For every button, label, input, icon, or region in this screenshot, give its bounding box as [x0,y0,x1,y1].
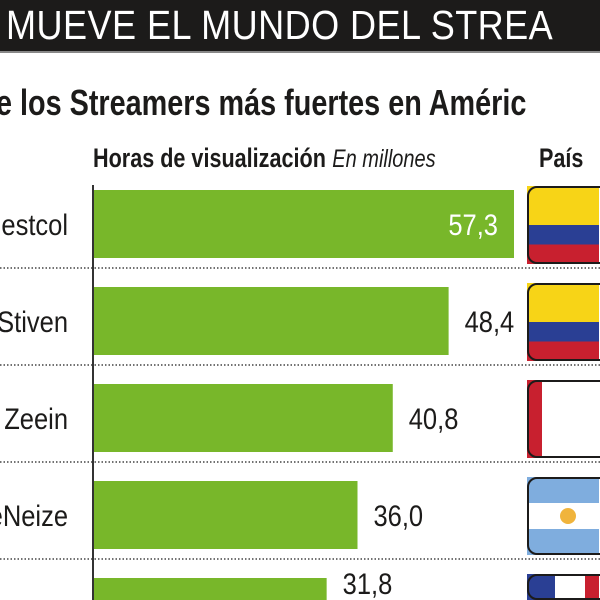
flag-border [527,380,600,458]
flag-border [527,477,600,555]
flag-france-icon [527,574,600,600]
flag-border [527,283,600,361]
category-label: eNeize [0,499,68,532]
bar [93,481,358,549]
flag-border [527,186,600,264]
category-label: Zeein [4,402,68,435]
flag-stripe [527,380,542,458]
bar [93,578,327,600]
flag-peru-icon [527,380,600,458]
flag-stripe [527,244,599,264]
data-label: 36,0 [374,499,424,532]
data-label: 48,4 [465,305,515,338]
bar [93,384,393,452]
flag-stripe [527,186,599,225]
flag-stripe [527,322,599,342]
bar [93,287,449,355]
flag-stripe [527,283,599,322]
flag-stripe [527,341,599,361]
chart-unit: En millones [332,145,436,173]
y-axis-line [92,185,94,600]
flag-stripe [527,225,599,245]
subtitle: e los Streamers más fuertes en Améric [0,82,527,123]
chart-title: Horas de visualización [93,143,326,173]
flag-sun [560,508,576,524]
flag-stripe [527,574,555,600]
flag-colombia-icon [527,186,600,264]
flag-border [527,574,600,600]
category-label: Stiven [0,305,68,338]
flag-stripe [585,574,599,600]
bar [93,190,514,258]
data-label: 57,3 [448,208,498,241]
flag-argentina-icon [527,477,600,555]
header-title: MUEVE EL MUNDO DEL STREA [6,2,554,48]
data-label: 40,8 [409,402,459,435]
country-header: País [539,143,584,173]
flag-stripe [527,529,599,555]
column-header: Horas de visualización En millones [93,143,436,174]
data-label: 31,8 [343,567,393,600]
header-banner: MUEVE EL MUNDO DEL STREA [0,0,600,53]
category-label: estcol [1,208,68,241]
flag-stripe [527,477,599,503]
flag-colombia-icon [527,283,600,361]
